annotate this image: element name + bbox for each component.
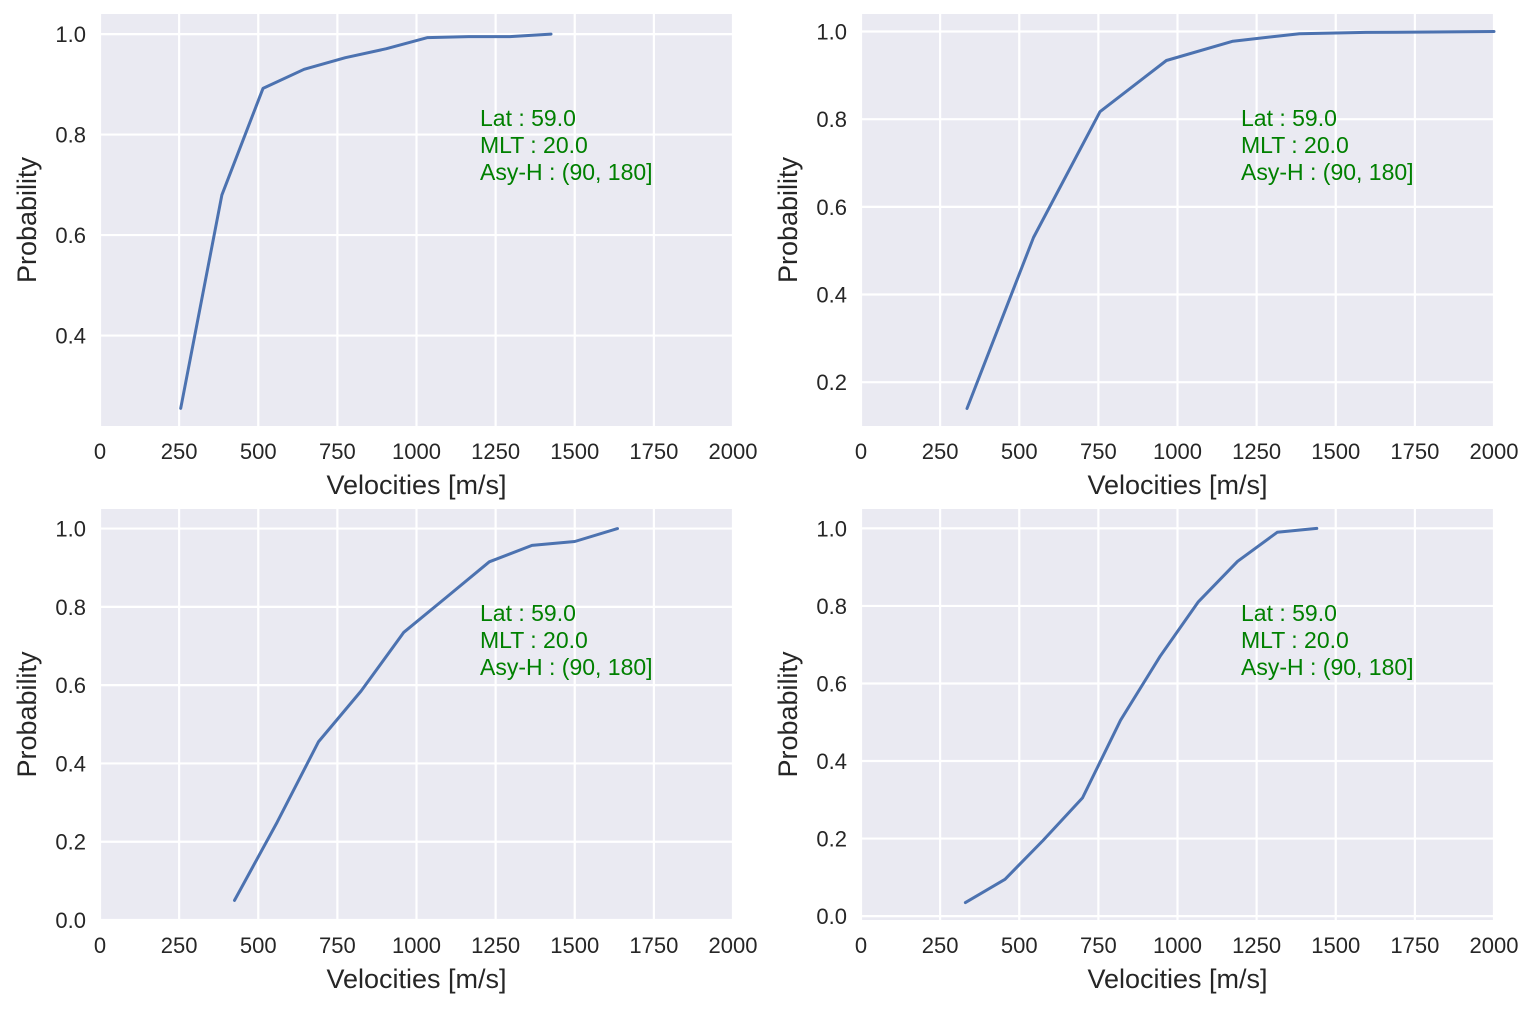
x-tick-label: 0 (94, 933, 106, 958)
x-tick-label: 1750 (1390, 933, 1439, 958)
x-tick-label: 1500 (1311, 439, 1360, 464)
y-axis-label: Probability (773, 651, 803, 778)
y-tick-label: 0.2 (816, 827, 847, 852)
x-tick-label: 1000 (1153, 439, 1202, 464)
x-tick-label: 1750 (1390, 439, 1439, 464)
annotation-text: Lat : 59.0 (480, 600, 576, 626)
x-tick-label: 750 (1080, 439, 1117, 464)
annotation-text: MLT : 20.0 (1241, 132, 1349, 158)
y-tick-label: 0.0 (55, 908, 86, 933)
y-tick-label: 0.8 (816, 107, 847, 132)
series-line (179, 32, 553, 410)
x-tick-label: 0 (855, 933, 867, 958)
x-tick-label: 1250 (471, 933, 520, 958)
y-tick-label: 0.8 (55, 123, 86, 148)
x-tick-label: 2000 (709, 933, 758, 958)
y-tick-label: 0.0 (816, 904, 847, 929)
annotation-text: MLT : 20.0 (480, 132, 588, 158)
x-tick-label: 500 (1001, 933, 1038, 958)
y-tick-label: 1.0 (55, 22, 86, 47)
x-tick-label: 1000 (392, 933, 441, 958)
x-tick-label: 1250 (1232, 933, 1281, 958)
y-tick-label: 0.6 (55, 223, 86, 248)
x-tick-label: 2000 (709, 439, 758, 464)
series-line (965, 30, 1496, 410)
x-tick-label: 750 (319, 439, 356, 464)
annotation-text: Asy-H : (90, 180] (480, 654, 653, 680)
x-tick-label: 2000 (1470, 439, 1519, 464)
x-tick-label: 1500 (550, 933, 599, 958)
annotation-text: Lat : 59.0 (1241, 105, 1337, 131)
series-line (963, 526, 1319, 905)
y-tick-label: 0.6 (816, 671, 847, 696)
x-tick-label: 1250 (471, 439, 520, 464)
x-tick-label: 1750 (629, 439, 678, 464)
y-axis-label: Probability (773, 156, 803, 283)
x-tick-label: 750 (1080, 933, 1117, 958)
subplot-2: 0 250 500 750 1000 1250 1500 1750 2000 0.2 0.4 0.6 0… (773, 14, 1518, 500)
y-tick-label: 0.4 (55, 751, 86, 776)
y-tick-label: 0.4 (55, 324, 86, 349)
x-tick-label: 500 (240, 933, 277, 958)
annotation-text: Lat : 59.0 (480, 105, 576, 131)
y-tick-label: 0.8 (55, 595, 86, 620)
x-tick-label: 1000 (1153, 933, 1202, 958)
x-tick-label: 250 (922, 933, 959, 958)
annotation-text: Lat : 59.0 (1241, 600, 1337, 626)
x-axis-label: Velocities [m/s] (326, 470, 506, 500)
x-tick-label: 0 (855, 439, 867, 464)
x-tick-label: 250 (161, 439, 198, 464)
x-tick-label: 1750 (629, 933, 678, 958)
x-tick-label: 750 (319, 933, 356, 958)
y-axis-label: Probability (12, 651, 42, 778)
x-tick-label: 500 (240, 439, 277, 464)
x-axis-label: Velocities [m/s] (326, 964, 506, 994)
subplot-3: 0 250 500 750 1000 1250 1500 1750 2000 0.0 0.2 0.4 0… (12, 509, 757, 994)
x-tick-label: 1500 (1311, 933, 1360, 958)
y-tick-label: 1.0 (55, 517, 86, 542)
x-tick-label: 2000 (1470, 933, 1519, 958)
x-axis-label: Velocities [m/s] (1087, 470, 1267, 500)
x-tick-label: 1500 (550, 439, 599, 464)
x-tick-label: 250 (161, 933, 198, 958)
annotation-text: MLT : 20.0 (1241, 627, 1349, 653)
y-axis-label: Probability (12, 156, 42, 283)
y-tick-label: 0.6 (55, 673, 86, 698)
annotation-text: Asy-H : (90, 180] (1241, 654, 1414, 680)
annotation-text: MLT : 20.0 (480, 627, 588, 653)
series-line (233, 527, 619, 902)
annotation-text: Asy-H : (90, 180] (1241, 159, 1414, 185)
y-tick-label: 0.2 (55, 830, 86, 855)
y-tick-label: 0.4 (816, 283, 847, 308)
x-axis-label: Velocities [m/s] (1087, 964, 1267, 994)
y-tick-label: 0.4 (816, 749, 847, 774)
y-tick-label: 1.0 (816, 20, 847, 45)
subplot-4: 0 250 500 750 1000 1250 1500 1750 2000 0.0 0.2 0.4 0… (773, 509, 1518, 994)
x-tick-label: 0 (94, 439, 106, 464)
y-tick-label: 0.6 (816, 195, 847, 220)
x-tick-label: 1250 (1232, 439, 1281, 464)
x-tick-label: 500 (1001, 439, 1038, 464)
subplot-1: 0 250 500 750 1000 1250 1500 1750 2000 0.4 0.6 0.8 1… (12, 14, 757, 500)
x-tick-label: 250 (922, 439, 959, 464)
x-tick-label: 1000 (392, 439, 441, 464)
y-tick-label: 1.0 (816, 516, 847, 541)
y-tick-label: 0.8 (816, 594, 847, 619)
y-tick-label: 0.2 (816, 370, 847, 395)
annotation-text: Asy-H : (90, 180] (480, 159, 653, 185)
